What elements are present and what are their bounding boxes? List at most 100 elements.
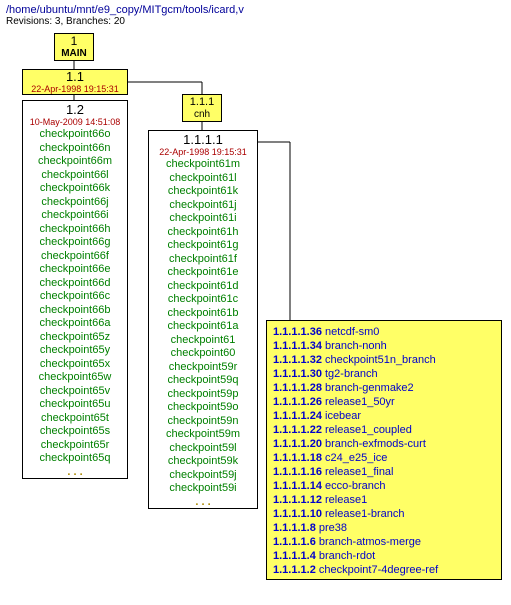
branch-label: pre38 xyxy=(319,522,347,534)
tag-item: checkpoint61 xyxy=(151,334,255,348)
tag-item: checkpoint60 xyxy=(151,347,255,361)
branch-row: 1.1.1.1.10 release1-branch xyxy=(273,507,495,521)
node-1-1-1-1[interactable]: 1.1.1.1 22-Apr-1998 19:15:31 checkpoint6… xyxy=(148,130,258,509)
branch-row: 1.1.1.1.14 ecco-branch xyxy=(273,479,495,493)
revisions-meta: Revisions: 3, Branches: 20 xyxy=(6,16,244,27)
node-cnh-rev: 1.1.1 xyxy=(183,95,221,109)
tag-item: checkpoint66h xyxy=(25,223,125,237)
tag-item: checkpoint61m xyxy=(151,158,255,172)
node-1-2-ellipsis: . . . xyxy=(23,466,127,478)
tag-item: checkpoint66o xyxy=(25,128,125,142)
tag-item: checkpoint65t xyxy=(25,412,125,426)
branch-rev: 1.1.1.1.24 xyxy=(273,410,322,422)
tag-item: checkpoint65y xyxy=(25,344,125,358)
node-1-1[interactable]: 1.1 22-Apr-1998 19:15:31 xyxy=(22,69,128,95)
branch-rev: 1.1.1.1.8 xyxy=(273,522,316,534)
branch-label: branch-atmos-merge xyxy=(319,536,421,548)
branch-list-box[interactable]: 1.1.1.1.36 netcdf-sm01.1.1.1.34 branch-n… xyxy=(266,320,502,580)
tag-item: checkpoint59m xyxy=(151,428,255,442)
branch-label: ecco-branch xyxy=(325,480,386,492)
branch-row: 1.1.1.1.2 checkpoint7-4degree-ref xyxy=(273,563,495,577)
tag-item: checkpoint59n xyxy=(151,415,255,429)
tag-item: checkpoint59l xyxy=(151,442,255,456)
node-cnh[interactable]: 1.1.1 cnh xyxy=(182,94,222,122)
tag-item: checkpoint66i xyxy=(25,209,125,223)
tag-item: checkpoint59k xyxy=(151,455,255,469)
branch-label: release1-branch xyxy=(325,508,405,520)
tag-item: checkpoint61i xyxy=(151,212,255,226)
branch-row: 1.1.1.1.16 release1_final xyxy=(273,465,495,479)
branch-row: 1.1.1.1.18 c24_e25_ice xyxy=(273,451,495,465)
tag-item: checkpoint59o xyxy=(151,401,255,415)
branch-rev: 1.1.1.1.36 xyxy=(273,326,322,338)
tag-item: checkpoint66n xyxy=(25,142,125,156)
branch-row: 1.1.1.1.26 release1_50yr xyxy=(273,395,495,409)
tag-item: checkpoint61c xyxy=(151,293,255,307)
node-1-2-rev: 1.2 xyxy=(23,101,127,117)
branch-rev: 1.1.1.1.6 xyxy=(273,536,316,548)
tag-item: checkpoint65z xyxy=(25,331,125,345)
tag-item: checkpoint61f xyxy=(151,253,255,267)
branch-label: release1_coupled xyxy=(325,424,412,436)
tag-item: checkpoint66l xyxy=(25,169,125,183)
node-1-2[interactable]: 1.2 10-May-2009 14:51:08 checkpoint66och… xyxy=(22,100,128,479)
tag-item: checkpoint66a xyxy=(25,317,125,331)
node-main-rev: 1 xyxy=(55,34,93,48)
branch-row: 1.1.1.1.36 netcdf-sm0 xyxy=(273,325,495,339)
branch-rev: 1.1.1.1.10 xyxy=(273,508,322,520)
tag-item: checkpoint65u xyxy=(25,398,125,412)
branch-rev: 1.1.1.1.16 xyxy=(273,466,322,478)
tag-item: checkpoint65w xyxy=(25,371,125,385)
branch-rev: 1.1.1.1.32 xyxy=(273,354,322,366)
tag-item: checkpoint65x xyxy=(25,358,125,372)
branch-label: checkpoint51n_branch xyxy=(325,354,436,366)
node-1-1-1-1-ellipsis: . . . xyxy=(149,496,257,508)
tag-item: checkpoint66k xyxy=(25,182,125,196)
branch-rev: 1.1.1.1.14 xyxy=(273,480,322,492)
branch-row: 1.1.1.1.28 branch-genmake2 xyxy=(273,381,495,395)
node-1-1-rev: 1.1 xyxy=(23,70,127,84)
node-main[interactable]: 1 MAIN xyxy=(54,33,94,61)
branch-rev: 1.1.1.1.30 xyxy=(273,368,322,380)
tag-item: checkpoint66c xyxy=(25,290,125,304)
tag-item: checkpoint61g xyxy=(151,239,255,253)
tag-item: checkpoint65s xyxy=(25,425,125,439)
branch-row: 1.1.1.1.22 release1_coupled xyxy=(273,423,495,437)
branch-label: release1_50yr xyxy=(325,396,395,408)
branch-rev: 1.1.1.1.26 xyxy=(273,396,322,408)
node-1-1-1-1-rev: 1.1.1.1 xyxy=(149,131,257,147)
tag-item: checkpoint66e xyxy=(25,263,125,277)
tag-item: checkpoint61e xyxy=(151,266,255,280)
branch-rev: 1.1.1.1.20 xyxy=(273,438,322,450)
tag-item: checkpoint66g xyxy=(25,236,125,250)
branch-rev: 1.1.1.1.28 xyxy=(273,382,322,394)
branch-label: branch-nonh xyxy=(325,340,387,352)
branch-label: release1 xyxy=(325,494,367,506)
branch-label: icebear xyxy=(325,410,361,422)
tag-item: checkpoint61k xyxy=(151,185,255,199)
node-cnh-label: cnh xyxy=(183,109,221,120)
tag-item: checkpoint66f xyxy=(25,250,125,264)
branch-label: branch-genmake2 xyxy=(325,382,414,394)
tag-item: checkpoint61l xyxy=(151,172,255,186)
tag-item: checkpoint59p xyxy=(151,388,255,402)
branch-rev: 1.1.1.1.22 xyxy=(273,424,322,436)
node-1-1-1-1-date: 22-Apr-1998 19:15:31 xyxy=(149,147,257,157)
branch-label: release1_final xyxy=(325,466,394,478)
branch-label: c24_e25_ice xyxy=(325,452,387,464)
branch-row: 1.1.1.1.4 branch-rdot xyxy=(273,549,495,563)
branch-label: branch-exfmods-curt xyxy=(325,438,426,450)
tag-item: checkpoint65q xyxy=(25,452,125,466)
tag-item: checkpoint59i xyxy=(151,482,255,496)
file-path: /home/ubuntu/mnt/e9_copy/MITgcm/tools/ic… xyxy=(6,4,244,16)
tag-item: checkpoint59j xyxy=(151,469,255,483)
node-1-1-date: 22-Apr-1998 19:15:31 xyxy=(23,84,127,94)
branch-row: 1.1.1.1.34 branch-nonh xyxy=(273,339,495,353)
tag-item: checkpoint66b xyxy=(25,304,125,318)
tag-item: checkpoint65r xyxy=(25,439,125,453)
branch-rev: 1.1.1.1.18 xyxy=(273,452,322,464)
branch-label: branch-rdot xyxy=(319,550,375,562)
branch-row: 1.1.1.1.12 release1 xyxy=(273,493,495,507)
branch-rev: 1.1.1.1.4 xyxy=(273,550,316,562)
tag-item: checkpoint61h xyxy=(151,226,255,240)
